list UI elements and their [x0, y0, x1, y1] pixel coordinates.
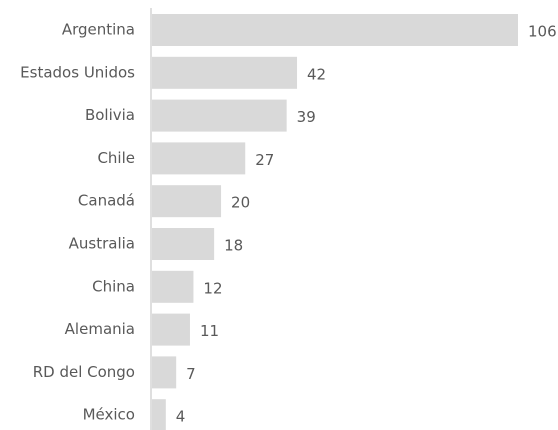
data-label: 7 [186, 365, 196, 383]
bar [152, 313, 190, 346]
category-label: Argentina [62, 21, 135, 39]
bar [152, 56, 298, 89]
category-label: Australia [69, 235, 135, 253]
bar [152, 228, 215, 260]
bar [152, 99, 287, 132]
category-label: México [83, 406, 135, 424]
data-label: 106 [528, 23, 557, 41]
bar [152, 142, 246, 175]
category-label: RD del Congo [33, 363, 135, 381]
category-label: Chile [97, 149, 135, 167]
bar [152, 14, 518, 46]
data-label: 39 [297, 108, 316, 126]
data-label: 27 [255, 151, 274, 169]
data-label: 18 [224, 237, 243, 255]
category-label: Bolivia [85, 106, 135, 124]
category-label: Alemania [65, 320, 135, 338]
data-label: 11 [200, 322, 219, 340]
data-label: 4 [176, 408, 186, 426]
bar [152, 185, 222, 218]
category-label: Canadá [78, 192, 135, 210]
data-label: 20 [231, 194, 250, 212]
data-label: 12 [203, 279, 222, 297]
category-label: Estados Unidos [20, 63, 135, 81]
bar [152, 270, 194, 303]
bar [152, 356, 177, 389]
category-label: China [92, 277, 135, 295]
bar [152, 399, 166, 430]
data-label: 42 [307, 65, 326, 83]
